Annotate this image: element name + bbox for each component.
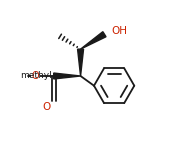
Polygon shape bbox=[80, 32, 106, 49]
Text: methyl: methyl bbox=[20, 71, 52, 81]
Text: O: O bbox=[43, 102, 51, 112]
Polygon shape bbox=[78, 49, 84, 76]
Text: O: O bbox=[32, 71, 40, 81]
Polygon shape bbox=[54, 73, 80, 79]
Text: OH: OH bbox=[111, 26, 127, 36]
